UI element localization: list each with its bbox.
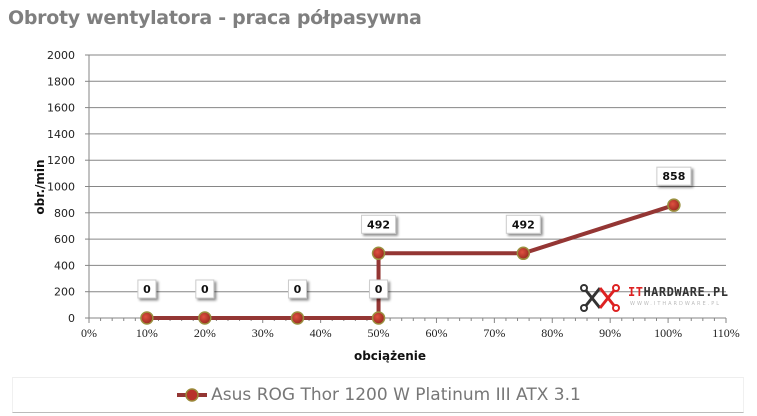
chart-legend: Asus ROG Thor 1200 W Platinum III ATX 3.…: [12, 377, 744, 413]
ithardware-watermark: ITHARDWARE.PL WWW.ITHARDWARE.PL: [578, 283, 728, 313]
data-label-box: [287, 279, 307, 299]
data-series: [140, 198, 681, 325]
x-axis-ticks: 0% 10% 20% 30% 40% 50% 60% 70% 80% 90% 100% 110%: [81, 326, 740, 340]
legend-label: Asus ROG Thor 1200 W Platinum III ATX 3.…: [211, 385, 581, 405]
data-point-marker: [198, 311, 212, 325]
y-tick-label: 0: [68, 312, 75, 325]
data-label-box: [656, 166, 692, 186]
data-label-box: [361, 214, 397, 234]
data-labels: 0 0 0 0 492 492 858: [137, 166, 692, 299]
logo-url: WWW.ITHARDWARE.PL: [630, 301, 721, 307]
y-axis-label: obr./min: [33, 159, 47, 214]
data-point-marker: [516, 246, 531, 261]
y-tick-label: 1400: [47, 128, 75, 141]
data-label: 492: [512, 218, 535, 231]
y-tick-label: 800: [54, 207, 75, 220]
data-label-box: [369, 279, 389, 299]
y-tick-label: 1200: [47, 154, 75, 167]
data-label: 0: [294, 283, 302, 296]
gridlines: [85, 54, 727, 323]
x-tick-label: 80%: [541, 326, 563, 340]
chart-title: Obroty wentylatora - praca półpasywna: [8, 7, 422, 29]
x-tick-label: 60%: [425, 326, 447, 340]
data-label: 0: [375, 283, 383, 296]
x-tick-label: 70%: [483, 326, 505, 340]
x-tick-label: 40%: [310, 326, 332, 340]
x-tick-label: 90%: [599, 326, 621, 340]
data-label-box: [195, 279, 215, 299]
data-point-marker: [290, 311, 305, 325]
logo-icon: [580, 284, 620, 312]
data-point-marker: [371, 311, 386, 325]
data-point-marker: [667, 198, 681, 212]
data-label: 0: [143, 283, 151, 296]
x-tick-label: 30%: [252, 326, 274, 340]
x-tick-label: 0%: [81, 326, 97, 340]
y-axis-ticks: 0 200 400 600 800 1000 1200 1400 1600 1800 2000: [47, 49, 75, 325]
logo-text: ITHARDWARE.PL: [628, 285, 729, 299]
data-label: 0: [201, 283, 209, 296]
x-tick-label: 100%: [654, 326, 682, 340]
x-tick-label: 50%: [368, 326, 390, 340]
x-tick-label: 110%: [712, 326, 740, 340]
legend-marker-icon: [175, 387, 209, 403]
y-tick-label: 400: [54, 259, 75, 272]
data-label-box: [505, 214, 541, 234]
x-tick-label: 10%: [136, 326, 158, 340]
data-label-box: [137, 279, 157, 299]
data-label: 858: [662, 170, 685, 183]
data-label: 492: [367, 218, 390, 231]
y-tick-label: 200: [54, 286, 75, 299]
y-tick-label: 1000: [47, 181, 75, 194]
y-tick-label: 600: [54, 233, 75, 246]
x-axis-label: obciążenie: [354, 349, 426, 363]
data-point-marker: [371, 246, 386, 261]
y-tick-label: 1600: [47, 102, 75, 115]
x-tick-label: 20%: [194, 326, 216, 340]
data-point-marker: [140, 311, 154, 325]
y-tick-label: 2000: [47, 49, 75, 62]
y-tick-label: 1800: [47, 75, 75, 88]
